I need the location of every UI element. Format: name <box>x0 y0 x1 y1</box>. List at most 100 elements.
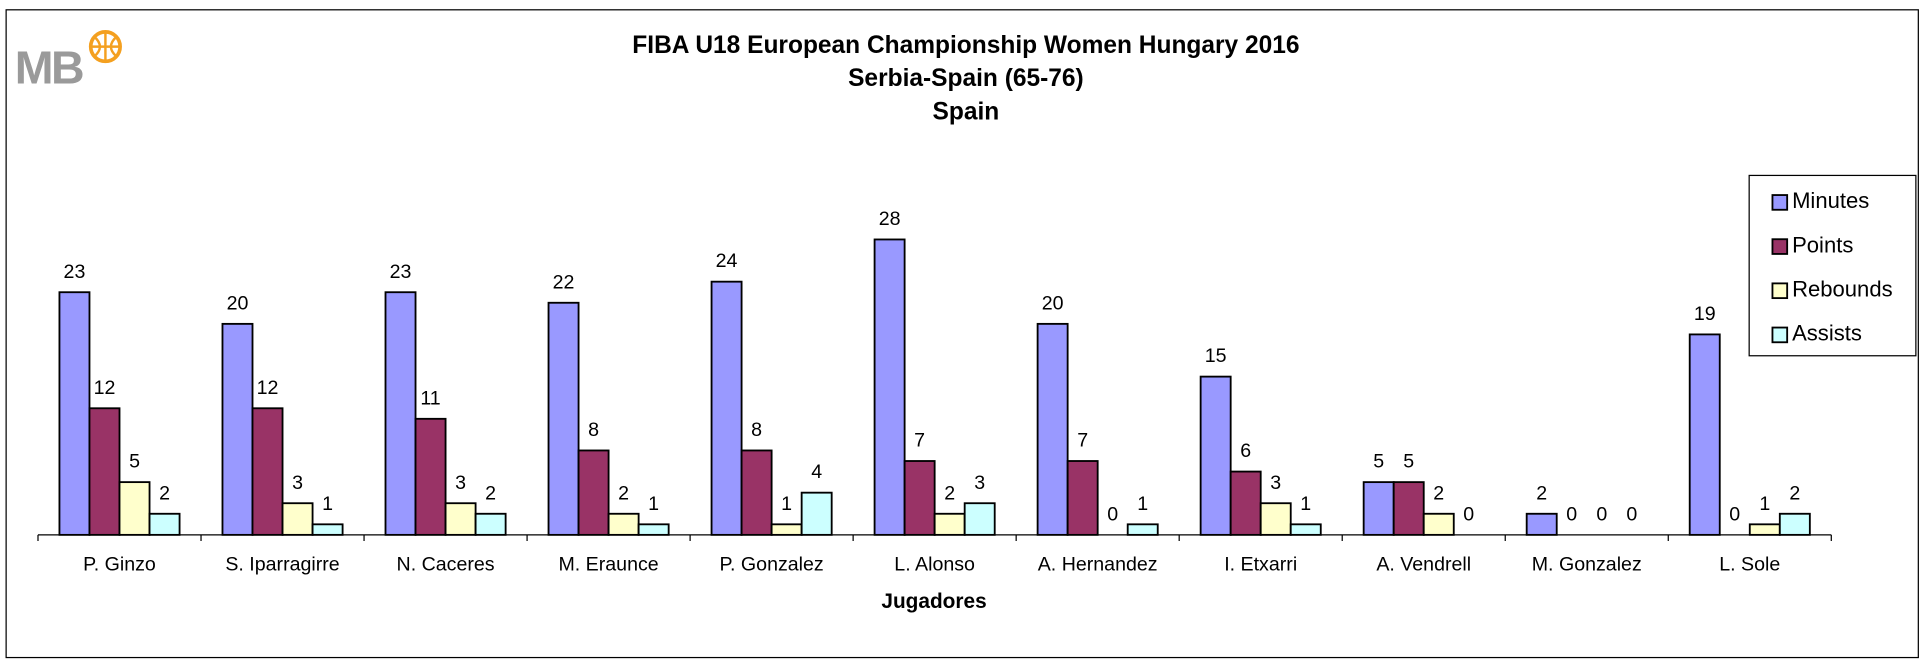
data-label: 19 <box>1694 303 1716 325</box>
bar <box>1126 523 1159 536</box>
bar <box>88 407 121 536</box>
legend-label: Assists <box>1792 321 1862 346</box>
data-label: 0 <box>1566 503 1577 525</box>
legend-label: Minutes <box>1792 188 1869 213</box>
data-label: 23 <box>64 261 86 283</box>
chart-frame <box>5 9 1919 659</box>
legend-swatch <box>1771 238 1789 255</box>
data-label: 28 <box>879 208 901 230</box>
data-label: 2 <box>618 482 629 504</box>
data-label: 5 <box>129 451 140 473</box>
bar <box>933 512 966 536</box>
data-label: 12 <box>257 377 279 399</box>
x-tick-label: I. Etxarri <box>1224 554 1297 576</box>
bar <box>1036 322 1069 536</box>
bar <box>1748 523 1781 536</box>
bar <box>281 502 314 536</box>
bar <box>1778 512 1811 536</box>
chart-subtitle: Spain <box>933 98 1000 125</box>
bar <box>1422 512 1455 536</box>
data-label: 0 <box>1626 503 1637 525</box>
data-label: 1 <box>1137 493 1148 515</box>
data-label: 24 <box>716 250 738 272</box>
data-label: 1 <box>648 493 659 515</box>
x-tick-label: A. Hernandez <box>1038 554 1158 576</box>
data-label: 8 <box>588 419 599 441</box>
data-label: 2 <box>1433 482 1444 504</box>
data-label: 0 <box>1596 503 1607 525</box>
bar <box>710 280 743 536</box>
x-tick-label: A. Vendrell <box>1376 554 1471 576</box>
bar <box>963 502 996 536</box>
x-tick-label: M. Eraunce <box>558 554 658 576</box>
data-label: 1 <box>1300 493 1311 515</box>
x-tick-label: L. Sole <box>1719 554 1780 576</box>
bar <box>1199 375 1232 536</box>
bar <box>637 523 670 536</box>
data-label: 23 <box>390 261 412 283</box>
data-label: 15 <box>1205 345 1227 367</box>
x-tick-label: N. Caceres <box>397 554 495 576</box>
data-label: 0 <box>1463 503 1474 525</box>
legend-label: Rebounds <box>1792 277 1893 302</box>
legend-swatch <box>1771 282 1789 300</box>
bar <box>547 301 580 536</box>
data-label: 3 <box>974 472 985 494</box>
x-tick-label: L. Alonso <box>894 554 975 576</box>
bar <box>800 491 833 536</box>
bar <box>221 322 254 536</box>
bar <box>607 512 640 536</box>
data-label: 3 <box>292 472 303 494</box>
data-label: 3 <box>455 472 466 494</box>
data-label: 8 <box>751 419 762 441</box>
bar <box>148 512 181 536</box>
bar <box>903 460 936 536</box>
legend-label: Points <box>1792 232 1853 257</box>
bar <box>770 523 803 536</box>
legend-swatch <box>1771 194 1789 211</box>
bar <box>444 502 477 536</box>
data-label: 2 <box>944 482 955 504</box>
data-label: 11 <box>420 387 440 409</box>
data-label: 0 <box>1729 503 1740 525</box>
x-tick-label: S. Iparragirre <box>225 554 339 576</box>
data-label: 1 <box>322 493 333 515</box>
data-label: 12 <box>94 377 116 399</box>
chart-title: FIBA U18 European Championship Women Hun… <box>632 32 1299 59</box>
bar <box>58 291 91 536</box>
data-label: 2 <box>485 482 496 504</box>
x-tick-label: M. Gonzalez <box>1532 554 1642 576</box>
bar <box>1525 512 1558 536</box>
bar <box>1362 481 1395 536</box>
logo-text: MB <box>15 41 83 93</box>
data-label: 20 <box>227 292 249 314</box>
data-label: 1 <box>1759 493 1770 515</box>
logo: MB <box>15 30 122 93</box>
logo-ball-lines <box>90 31 121 62</box>
bar <box>384 291 417 536</box>
bar <box>873 238 906 536</box>
legend-swatch <box>1771 326 1789 344</box>
bar <box>1392 481 1425 536</box>
x-axis-label: Jugadores <box>881 590 986 613</box>
bar <box>474 512 507 536</box>
bar <box>577 449 610 536</box>
bar <box>1229 470 1262 536</box>
data-label: 5 <box>1403 451 1414 473</box>
bar <box>414 417 447 536</box>
data-label: 7 <box>1077 430 1088 452</box>
x-tick-label: P. Gonzalez <box>719 554 823 576</box>
data-label: 3 <box>1270 472 1281 494</box>
data-label: 4 <box>811 461 822 483</box>
data-label: 20 <box>1042 292 1064 314</box>
data-label: 1 <box>781 493 792 515</box>
data-label: 2 <box>1536 482 1547 504</box>
bar <box>1259 502 1292 536</box>
bar <box>311 523 344 536</box>
data-label: 2 <box>159 482 170 504</box>
bar <box>1688 333 1721 536</box>
data-label: 7 <box>914 430 925 452</box>
data-label: 6 <box>1240 440 1251 462</box>
data-label: 5 <box>1373 451 1384 473</box>
